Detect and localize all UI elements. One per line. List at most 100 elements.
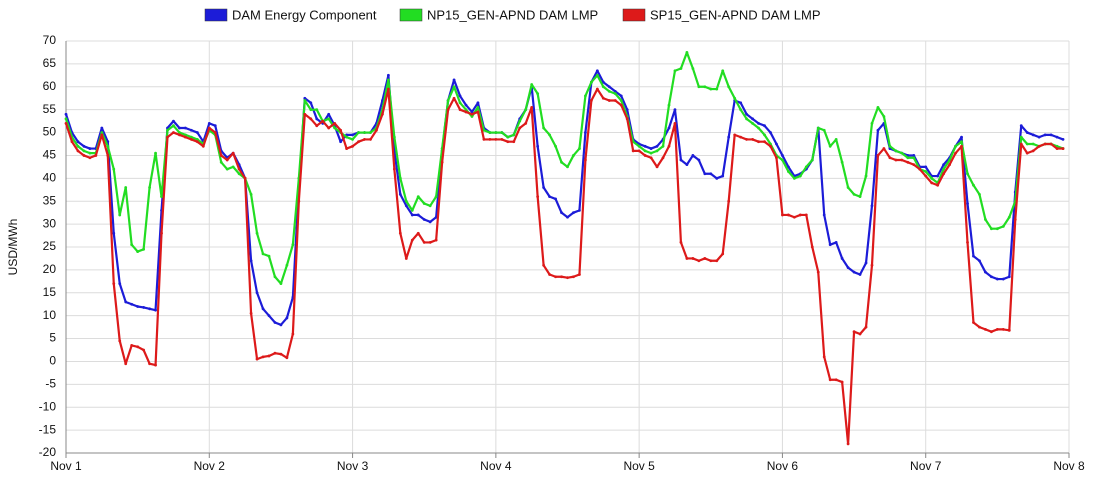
y-tick-label: 15 (43, 285, 57, 299)
x-tick-label: Nov 4 (480, 459, 512, 473)
data-point (357, 131, 360, 134)
data-point (751, 117, 754, 121)
data-point (613, 89, 617, 93)
data-point (136, 345, 140, 349)
data-point (476, 110, 480, 114)
data-point (924, 170, 928, 173)
data-point (285, 316, 289, 320)
data-point (201, 144, 205, 148)
data-point (64, 122, 68, 125)
legend-swatch (204, 8, 228, 22)
data-point (303, 99, 307, 102)
data-point (721, 174, 725, 178)
data-point (255, 357, 259, 361)
data-point (864, 325, 868, 329)
data-point (100, 126, 104, 130)
data-point (673, 108, 677, 112)
data-point (978, 192, 981, 196)
data-point (721, 69, 725, 73)
data-point (345, 135, 349, 139)
data-point (309, 108, 313, 112)
data-point (166, 135, 169, 139)
data-point (667, 144, 671, 148)
data-point (912, 156, 916, 160)
data-point (781, 213, 784, 217)
data-point (572, 275, 575, 279)
data-point (572, 211, 575, 215)
data-point (542, 186, 546, 189)
data-point (404, 257, 408, 260)
data-point (554, 275, 557, 279)
y-tick-label: 5 (49, 331, 56, 345)
data-point (410, 238, 414, 242)
data-point (172, 131, 175, 134)
data-point (733, 96, 737, 100)
data-point (392, 167, 396, 171)
data-point (130, 302, 134, 306)
data-point (279, 352, 283, 356)
data-point (584, 94, 587, 98)
data-point (470, 115, 474, 118)
data-point (351, 138, 354, 141)
data-point (124, 186, 128, 189)
data-point (124, 362, 128, 366)
data-point (136, 250, 140, 253)
data-point (148, 307, 151, 311)
data-point (637, 149, 641, 153)
data-point (172, 119, 175, 123)
data-point (219, 154, 223, 157)
data-point (428, 220, 432, 224)
data-point (207, 126, 211, 130)
data-point (566, 165, 569, 169)
data-point (757, 122, 760, 125)
data-point (386, 78, 390, 82)
data-point (446, 108, 450, 112)
data-point (954, 144, 957, 148)
data-point (840, 380, 844, 384)
data-point (404, 204, 408, 208)
data-point (864, 174, 868, 178)
data-point (237, 167, 241, 171)
data-point (279, 282, 283, 286)
data-point (757, 140, 760, 144)
data-point (524, 122, 528, 125)
data-point (446, 99, 450, 102)
data-point (398, 192, 402, 196)
data-point (578, 273, 581, 276)
legend-label: NP15_GEN-APND DAM LMP (427, 7, 598, 22)
data-point (655, 149, 659, 153)
data-point (112, 282, 116, 286)
data-point (601, 96, 605, 100)
data-point (106, 144, 110, 148)
data-point (769, 144, 772, 148)
data-point (398, 231, 402, 235)
data-point (989, 227, 993, 231)
data-point (972, 254, 975, 258)
data-point (745, 117, 749, 121)
data-point (745, 138, 749, 141)
data-point (392, 135, 396, 139)
data-point (607, 99, 611, 102)
data-point (595, 69, 599, 73)
data-point (386, 73, 390, 77)
data-point (810, 158, 814, 162)
data-point (285, 263, 289, 267)
data-point (703, 85, 707, 89)
y-tick-label: 35 (43, 193, 57, 207)
data-point (142, 247, 146, 251)
data-point (189, 128, 193, 132)
data-point (876, 128, 880, 132)
data-point (786, 213, 790, 217)
data-point (482, 138, 486, 141)
data-point (798, 213, 802, 217)
data-point (954, 151, 957, 155)
data-point (1037, 135, 1041, 139)
data-point (339, 128, 343, 132)
data-point (691, 67, 695, 70)
data-point (888, 144, 892, 148)
data-point (828, 243, 832, 247)
data-point (476, 101, 480, 105)
data-point (160, 231, 163, 235)
data-point (1019, 135, 1023, 139)
data-point (88, 151, 92, 155)
